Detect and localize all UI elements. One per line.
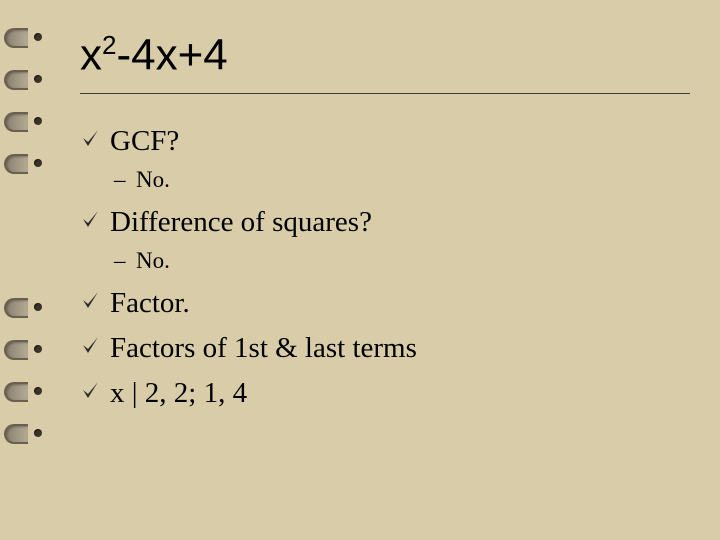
title-divider — [80, 93, 690, 94]
bullet-text: GCF? — [110, 125, 179, 157]
slide-content: x2-4x+4 GCF? No. Difference of squares? No.… — [80, 30, 690, 419]
spiral-binding — [0, 0, 50, 540]
bullet-list: GCF? No. Difference of squares? No. Factor. F… — [80, 122, 690, 414]
binding-ring — [12, 298, 40, 318]
title-exponent: 2 — [102, 30, 116, 60]
binding-ring — [12, 340, 40, 360]
title-base1: x — [80, 31, 102, 80]
sub-text: No. — [136, 167, 170, 192]
binding-ring — [12, 28, 40, 48]
bullet-text: Difference of squares? — [110, 206, 372, 238]
bullet-item: Factors of 1st & last terms — [80, 329, 690, 368]
bullet-text: Factor. — [110, 287, 190, 319]
binding-ring — [12, 382, 40, 402]
checkmark-icon — [80, 205, 100, 229]
checkmark-icon — [80, 124, 100, 148]
bullet-item: x | 2, 2; 1, 4 — [80, 374, 690, 413]
bullet-text: Factors of 1st & last terms — [110, 332, 417, 364]
checkmark-icon — [80, 376, 100, 400]
binding-ring — [12, 424, 40, 444]
sub-text: No. — [136, 248, 170, 273]
bullet-item: GCF? — [80, 122, 690, 161]
title-rest: -4x+4 — [116, 31, 227, 80]
checkmark-icon — [80, 331, 100, 355]
binding-ring — [12, 70, 40, 90]
sub-item: No. — [80, 167, 690, 193]
binding-ring — [12, 112, 40, 132]
bullet-text: x | 2, 2; 1, 4 — [110, 377, 247, 409]
checkmark-icon — [80, 286, 100, 310]
binding-ring — [12, 154, 40, 174]
bullet-item: Difference of squares? — [80, 203, 690, 242]
sub-item: No. — [80, 248, 690, 274]
slide-title: x2-4x+4 — [80, 30, 690, 93]
bullet-item: Factor. — [80, 284, 690, 323]
